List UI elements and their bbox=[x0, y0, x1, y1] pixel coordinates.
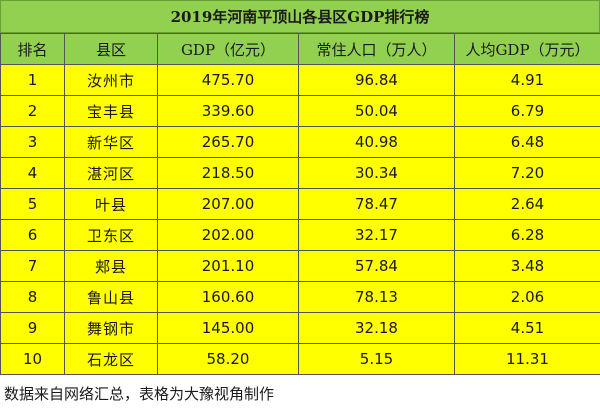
cell-per-capita: 11.31 bbox=[454, 343, 600, 375]
cell-population: 50.04 bbox=[298, 95, 455, 127]
header-row: 排名 县区 GDP（亿元） 常住人口（万人） 人均GDP（万元） bbox=[0, 33, 600, 65]
cell-per-capita: 4.91 bbox=[454, 64, 600, 96]
gdp-ranking-table: 排名 县区 GDP（亿元） 常住人口（万人） 人均GDP（万元） 1 汝州市 4… bbox=[0, 33, 600, 375]
cell-per-capita: 6.48 bbox=[454, 126, 600, 158]
cell-county: 汝州市 bbox=[64, 64, 158, 96]
table-row: 10 石龙区 58.20 5.15 11.31 bbox=[0, 343, 600, 375]
table-row: 7 郏县 201.10 57.84 3.48 bbox=[0, 250, 600, 282]
table-row: 5 叶县 207.00 78.47 2.64 bbox=[0, 188, 600, 220]
cell-rank: 1 bbox=[0, 64, 65, 96]
header-rank: 排名 bbox=[0, 33, 65, 65]
cell-population: 57.84 bbox=[298, 250, 455, 282]
cell-rank: 5 bbox=[0, 188, 65, 220]
cell-gdp: 265.70 bbox=[157, 126, 299, 158]
cell-population: 40.98 bbox=[298, 126, 455, 158]
table-row: 2 宝丰县 339.60 50.04 6.79 bbox=[0, 95, 600, 127]
table-row: 9 舞钢市 145.00 32.18 4.51 bbox=[0, 312, 600, 344]
table-body: 1 汝州市 475.70 96.84 4.91 2 宝丰县 339.60 50.… bbox=[0, 64, 600, 375]
cell-county: 湛河区 bbox=[64, 157, 158, 189]
table-header: 排名 县区 GDP（亿元） 常住人口（万人） 人均GDP（万元） bbox=[0, 33, 600, 65]
cell-population: 32.18 bbox=[298, 312, 455, 344]
cell-gdp: 160.60 bbox=[157, 281, 299, 313]
cell-rank: 9 bbox=[0, 312, 65, 344]
cell-population: 78.13 bbox=[298, 281, 455, 313]
cell-per-capita: 2.64 bbox=[454, 188, 600, 220]
cell-gdp: 218.50 bbox=[157, 157, 299, 189]
cell-county: 卫东区 bbox=[64, 219, 158, 251]
cell-per-capita: 7.20 bbox=[454, 157, 600, 189]
cell-county: 鲁山县 bbox=[64, 281, 158, 313]
cell-population: 78.47 bbox=[298, 188, 455, 220]
cell-county: 叶县 bbox=[64, 188, 158, 220]
cell-gdp: 339.60 bbox=[157, 95, 299, 127]
cell-county: 舞钢市 bbox=[64, 312, 158, 344]
cell-rank: 2 bbox=[0, 95, 65, 127]
cell-county: 石龙区 bbox=[64, 343, 158, 375]
cell-population: 5.15 bbox=[298, 343, 455, 375]
cell-population: 96.84 bbox=[298, 64, 455, 96]
header-per-capita: 人均GDP（万元） bbox=[454, 33, 600, 65]
cell-per-capita: 2.06 bbox=[454, 281, 600, 313]
header-county: 县区 bbox=[64, 33, 158, 65]
table-row: 6 卫东区 202.00 32.17 6.28 bbox=[0, 219, 600, 251]
cell-rank: 7 bbox=[0, 250, 65, 282]
source-note: 数据来自网络汇总，表格为大豫视角制作 bbox=[0, 378, 600, 409]
table-row: 1 汝州市 475.70 96.84 4.91 bbox=[0, 64, 600, 96]
cell-per-capita: 3.48 bbox=[454, 250, 600, 282]
cell-per-capita: 4.51 bbox=[454, 312, 600, 344]
header-population: 常住人口（万人） bbox=[298, 33, 455, 65]
cell-per-capita: 6.79 bbox=[454, 95, 600, 127]
header-gdp: GDP（亿元） bbox=[157, 33, 299, 65]
cell-rank: 6 bbox=[0, 219, 65, 251]
cell-population: 32.17 bbox=[298, 219, 455, 251]
cell-county: 新华区 bbox=[64, 126, 158, 158]
table-row: 4 湛河区 218.50 30.34 7.20 bbox=[0, 157, 600, 189]
cell-gdp: 58.20 bbox=[157, 343, 299, 375]
cell-gdp: 202.00 bbox=[157, 219, 299, 251]
cell-population: 30.34 bbox=[298, 157, 455, 189]
table-row: 8 鲁山县 160.60 78.13 2.06 bbox=[0, 281, 600, 313]
cell-rank: 3 bbox=[0, 126, 65, 158]
cell-county: 郏县 bbox=[64, 250, 158, 282]
cell-rank: 10 bbox=[0, 343, 65, 375]
cell-gdp: 207.00 bbox=[157, 188, 299, 220]
cell-gdp: 201.10 bbox=[157, 250, 299, 282]
cell-rank: 8 bbox=[0, 281, 65, 313]
cell-per-capita: 6.28 bbox=[454, 219, 600, 251]
table-title: 2019年河南平顶山各县区GDP排行榜 bbox=[0, 0, 600, 33]
cell-rank: 4 bbox=[0, 157, 65, 189]
cell-gdp: 145.00 bbox=[157, 312, 299, 344]
cell-gdp: 475.70 bbox=[157, 64, 299, 96]
cell-county: 宝丰县 bbox=[64, 95, 158, 127]
table-row: 3 新华区 265.70 40.98 6.48 bbox=[0, 126, 600, 158]
